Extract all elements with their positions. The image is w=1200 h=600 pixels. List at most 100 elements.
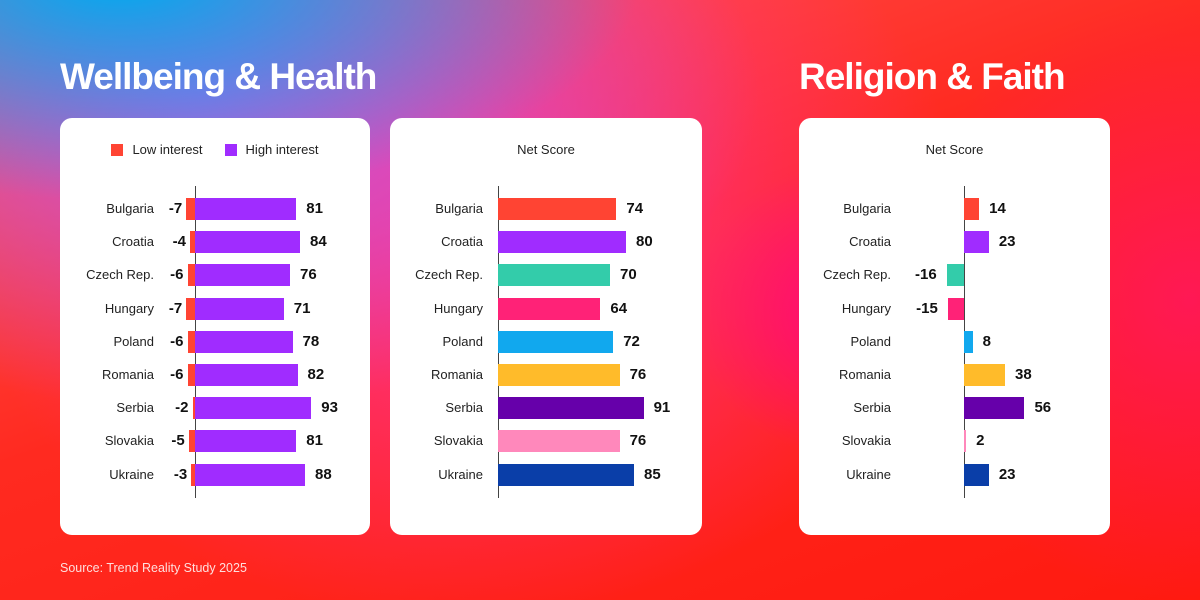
low-interest-value: -7 — [168, 299, 183, 317]
net-score-bar — [498, 364, 620, 386]
high-interest-bar — [195, 198, 297, 220]
table-row: Czech Rep. 70 — [390, 264, 702, 287]
country-label: Ukraine — [438, 466, 483, 482]
country-label: Ukraine — [109, 466, 154, 482]
country-label: Croatia — [441, 234, 483, 250]
low-interest-value: -6 — [170, 366, 184, 383]
country-label: Slovakia — [841, 433, 891, 449]
country-label: Bulgaria — [106, 201, 154, 216]
country-label: Romania — [101, 367, 154, 382]
net-score-value: 14 — [989, 200, 1006, 217]
low-interest-value: -6 — [170, 266, 184, 284]
country-label: Croatia — [112, 234, 154, 250]
high-interest-bar — [195, 397, 312, 420]
table-row: Poland 72 — [390, 330, 702, 353]
high-interest-bar — [195, 330, 293, 353]
net-score-header: Net Score — [517, 142, 575, 157]
net-score-value: 91 — [653, 399, 671, 417]
country-label: Romania — [838, 367, 891, 382]
net-score-value: 74 — [626, 200, 644, 217]
table-row: Slovakia 2 — [799, 430, 1110, 453]
high-interest-value: 93 — [321, 399, 338, 417]
low-interest-value: -2 — [175, 399, 189, 417]
high-interest-value: 84 — [310, 233, 327, 251]
net-score-bar — [498, 198, 617, 220]
net-score-bar — [964, 198, 980, 220]
high-interest-bar — [195, 463, 305, 486]
table-row: Serbia -2 93 — [60, 397, 370, 420]
high-interest-value: 71 — [293, 299, 311, 317]
religion-title: Religion & Faith — [799, 56, 1066, 97]
country-label: Serbia — [853, 400, 891, 416]
high-interest-bar — [195, 231, 300, 254]
net-score-header: Net Score — [925, 142, 984, 157]
net-score-bar — [964, 430, 967, 453]
table-row: Bulgaria -7 81 — [60, 198, 370, 220]
country-label: Slovakia — [104, 433, 154, 449]
net-score-value: 76 — [629, 366, 647, 383]
country-label: Poland — [113, 333, 154, 349]
wellbeing-interest-card: Low interest High interest Bulgaria -7 81 C… — [60, 118, 370, 535]
country-label: Hungary — [104, 300, 154, 316]
net-score-bar — [498, 264, 610, 287]
wellbeing-title: Wellbeing & Health — [60, 56, 377, 97]
high-interest-value: 78 — [302, 332, 320, 350]
low-interest-bar — [187, 264, 195, 287]
table-row: Croatia 23 — [799, 231, 1110, 254]
net-score-bar — [498, 231, 626, 254]
table-row: Slovakia 76 — [390, 430, 702, 453]
high-interest-swatch — [224, 143, 237, 156]
net-score-bar — [498, 463, 634, 486]
table-row: Romania 38 — [799, 364, 1110, 386]
low-interest-value: -4 — [172, 233, 186, 251]
high-interest-value: 88 — [315, 465, 332, 483]
net-score-value: 23 — [998, 465, 1016, 483]
net-score-value: -15 — [916, 299, 938, 317]
country-label: Bulgaria — [843, 201, 891, 216]
legend-high: High interest — [224, 142, 319, 157]
country-label: Slovakia — [433, 433, 483, 449]
country-label: Czech Rep. — [86, 267, 154, 283]
net-score-bar — [498, 330, 614, 353]
country-label: Poland — [442, 333, 483, 349]
table-row: Poland 8 — [799, 330, 1110, 353]
net-score-bar — [964, 364, 1006, 386]
legend: Low interest High interest — [60, 142, 370, 157]
low-interest-value: -5 — [171, 432, 185, 450]
country-label: Serbia — [116, 400, 154, 416]
low-interest-bar — [188, 430, 195, 453]
high-interest-bar — [195, 364, 298, 386]
low-interest-bar — [192, 397, 195, 420]
country-label: Romania — [430, 367, 483, 382]
low-interest-value: -6 — [170, 332, 184, 350]
table-row: Ukraine -3 88 — [60, 463, 370, 486]
table-row: Czech Rep. -6 76 — [60, 264, 370, 287]
high-interest-bar — [195, 297, 284, 320]
low-interest-bar — [191, 463, 195, 486]
country-label: Poland — [850, 333, 891, 349]
net-score-value: 72 — [623, 332, 640, 350]
country-label: Czech Rep. — [823, 267, 891, 283]
net-score-value: 70 — [620, 266, 637, 284]
religion-net-card: Net Score Bulgaria 14 Croatia 23 Czech Rep. -… — [799, 118, 1110, 535]
net-score-bar — [498, 397, 644, 420]
country-label: Serbia — [445, 400, 483, 416]
table-row: Bulgaria 14 — [799, 198, 1110, 220]
net-score-value: 8 — [982, 332, 991, 350]
net-score-bar — [498, 430, 620, 453]
table-row: Hungary -15 — [799, 297, 1110, 320]
high-interest-bar — [195, 430, 297, 453]
net-score-value: 38 — [1015, 366, 1032, 383]
net-score-value: 56 — [1034, 399, 1052, 417]
table-row: Poland -6 78 — [60, 330, 370, 353]
country-label: Hungary — [841, 300, 891, 316]
country-label: Croatia — [849, 234, 891, 250]
net-score-bar — [964, 463, 989, 486]
table-row: Serbia 56 — [799, 397, 1110, 420]
table-row: Hungary -7 71 — [60, 297, 370, 320]
table-row: Romania -6 82 — [60, 364, 370, 386]
high-interest-value: 82 — [307, 366, 325, 383]
net-score-value: 2 — [976, 432, 985, 450]
high-interest-bar — [195, 264, 290, 287]
legend-low: Low interest — [111, 142, 203, 157]
